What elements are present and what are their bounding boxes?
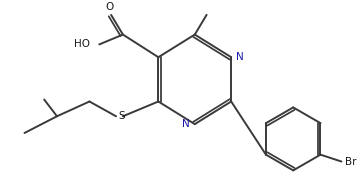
Text: HO: HO <box>75 39 90 49</box>
Text: O: O <box>105 2 113 12</box>
Text: Br: Br <box>345 157 357 167</box>
Text: N: N <box>182 119 190 129</box>
Text: N: N <box>236 52 244 62</box>
Text: S: S <box>119 111 125 121</box>
